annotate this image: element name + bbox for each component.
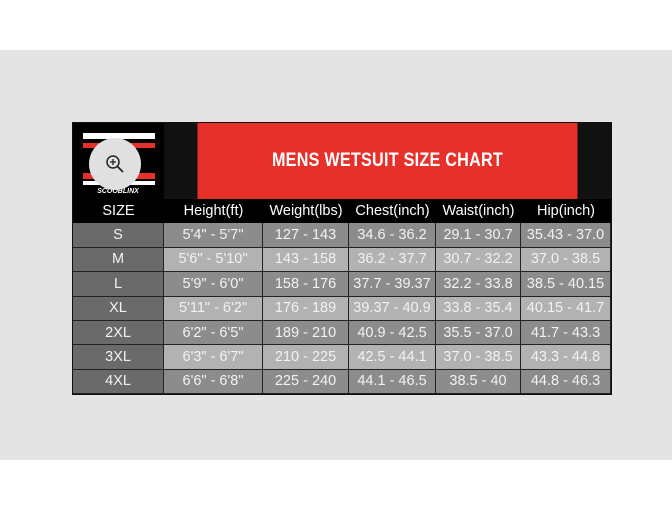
table-cell: 2XL bbox=[73, 320, 164, 346]
table-row: XL 5'11" - 6'2" 176 - 189 39.37 - 40.9 33.8 … bbox=[73, 296, 611, 321]
zoom-in-button[interactable] bbox=[89, 138, 141, 190]
chart-title: MENS WETSUIT SIZE CHART bbox=[197, 123, 578, 199]
table-row: L 5'9" - 6'0" 158 - 176 37.7 - 39.37 32.2 - … bbox=[73, 272, 611, 297]
table-cell: 143 - 158 bbox=[263, 247, 349, 273]
table-cell: S bbox=[73, 223, 164, 248]
table-row: 3XL 6'3" - 6'7" 210 - 225 42.5 - 44.1 37.0 -… bbox=[73, 345, 611, 370]
column-header: Chest(inch) bbox=[349, 199, 436, 224]
table-cell: 38.5 - 40 bbox=[436, 369, 521, 395]
table-cell: 225 - 240 bbox=[263, 369, 349, 395]
svg-text:SCOOBLINX: SCOOBLINX bbox=[97, 188, 140, 195]
table-cell: 37.0 - 38.5 bbox=[436, 345, 521, 370]
table-cell: 6'3" - 6'7" bbox=[164, 345, 263, 370]
table-cell: 5'4" - 5'7" bbox=[164, 223, 263, 248]
column-header: Hip(inch) bbox=[521, 199, 611, 224]
table-cell: 41.7 - 43.3 bbox=[521, 320, 611, 346]
header-row: SIZE Height(ft) Weight(lbs) Chest(inch) Wais… bbox=[73, 199, 611, 224]
table-cell: 30.7 - 32.2 bbox=[436, 247, 521, 273]
table-row: 2XL 6'2" - 6'5" 189 - 210 40.9 - 42.5 35.5 -… bbox=[73, 320, 611, 346]
table-row: 4XL 6'6" - 6'8" 225 - 240 44.1 - 46.5 38.5 -… bbox=[73, 369, 611, 395]
table-cell: 5'11" - 6'2" bbox=[164, 296, 263, 321]
column-header: SIZE bbox=[73, 199, 164, 224]
table-cell: 36.2 - 37.7 bbox=[349, 247, 436, 273]
table-cell: 35.5 - 37.0 bbox=[436, 320, 521, 346]
table-row: S 5'4" - 5'7" 127 - 143 34.6 - 36.2 29.1 - 3… bbox=[73, 223, 611, 248]
size-chart: SCOOBLINX MENS WETSUIT SIZE CHART SIZE He… bbox=[72, 122, 612, 396]
table-cell: 44.8 - 46.3 bbox=[521, 369, 611, 395]
table-cell: 210 - 225 bbox=[263, 345, 349, 370]
table-cell: 5'6" - 5'10" bbox=[164, 247, 263, 273]
table-cell: 176 - 189 bbox=[263, 296, 349, 321]
table-cell: 44.1 - 46.5 bbox=[349, 369, 436, 395]
table-cell: 40.15 - 41.7 bbox=[521, 296, 611, 321]
column-header: Height(ft) bbox=[164, 199, 263, 224]
table-cell: 39.37 - 40.9 bbox=[349, 296, 436, 321]
table-cell: 3XL bbox=[73, 345, 164, 370]
brand-logo: SCOOBLINX bbox=[73, 123, 164, 199]
table-cell: 38.5 - 40.15 bbox=[521, 272, 611, 297]
table-cell: 127 - 143 bbox=[263, 223, 349, 248]
table-cell: 29.1 - 30.7 bbox=[436, 223, 521, 248]
table-cell: 6'2" - 6'5" bbox=[164, 320, 263, 346]
table-cell: 6'6" - 6'8" bbox=[164, 369, 263, 395]
table-cell: 37.7 - 39.37 bbox=[349, 272, 436, 297]
table-cell: 189 - 210 bbox=[263, 320, 349, 346]
table-cell: 5'9" - 6'0" bbox=[164, 272, 263, 297]
table-cell: 35.43 - 37.0 bbox=[521, 223, 611, 248]
table-cell: 34.6 - 36.2 bbox=[349, 223, 436, 248]
table-cell: 33.8 - 35.4 bbox=[436, 296, 521, 321]
table-row: M 5'6" - 5'10" 143 - 158 36.2 - 37.7 30.7 - … bbox=[73, 247, 611, 273]
table-cell: 4XL bbox=[73, 369, 164, 395]
table-cell: 37.0 - 38.5 bbox=[521, 247, 611, 273]
table-cell: 40.9 - 42.5 bbox=[349, 320, 436, 346]
table-cell: L bbox=[73, 272, 164, 297]
column-header: Waist(inch) bbox=[436, 199, 521, 224]
table-cell: 43.3 - 44.8 bbox=[521, 345, 611, 370]
column-header: Weight(lbs) bbox=[263, 199, 349, 224]
table-cell: M bbox=[73, 247, 164, 273]
table-cell: 42.5 - 44.1 bbox=[349, 345, 436, 370]
table-cell: 32.2 - 33.8 bbox=[436, 272, 521, 297]
table-cell: 158 - 176 bbox=[263, 272, 349, 297]
zoom-in-icon bbox=[106, 155, 124, 173]
table-cell: XL bbox=[73, 296, 164, 321]
